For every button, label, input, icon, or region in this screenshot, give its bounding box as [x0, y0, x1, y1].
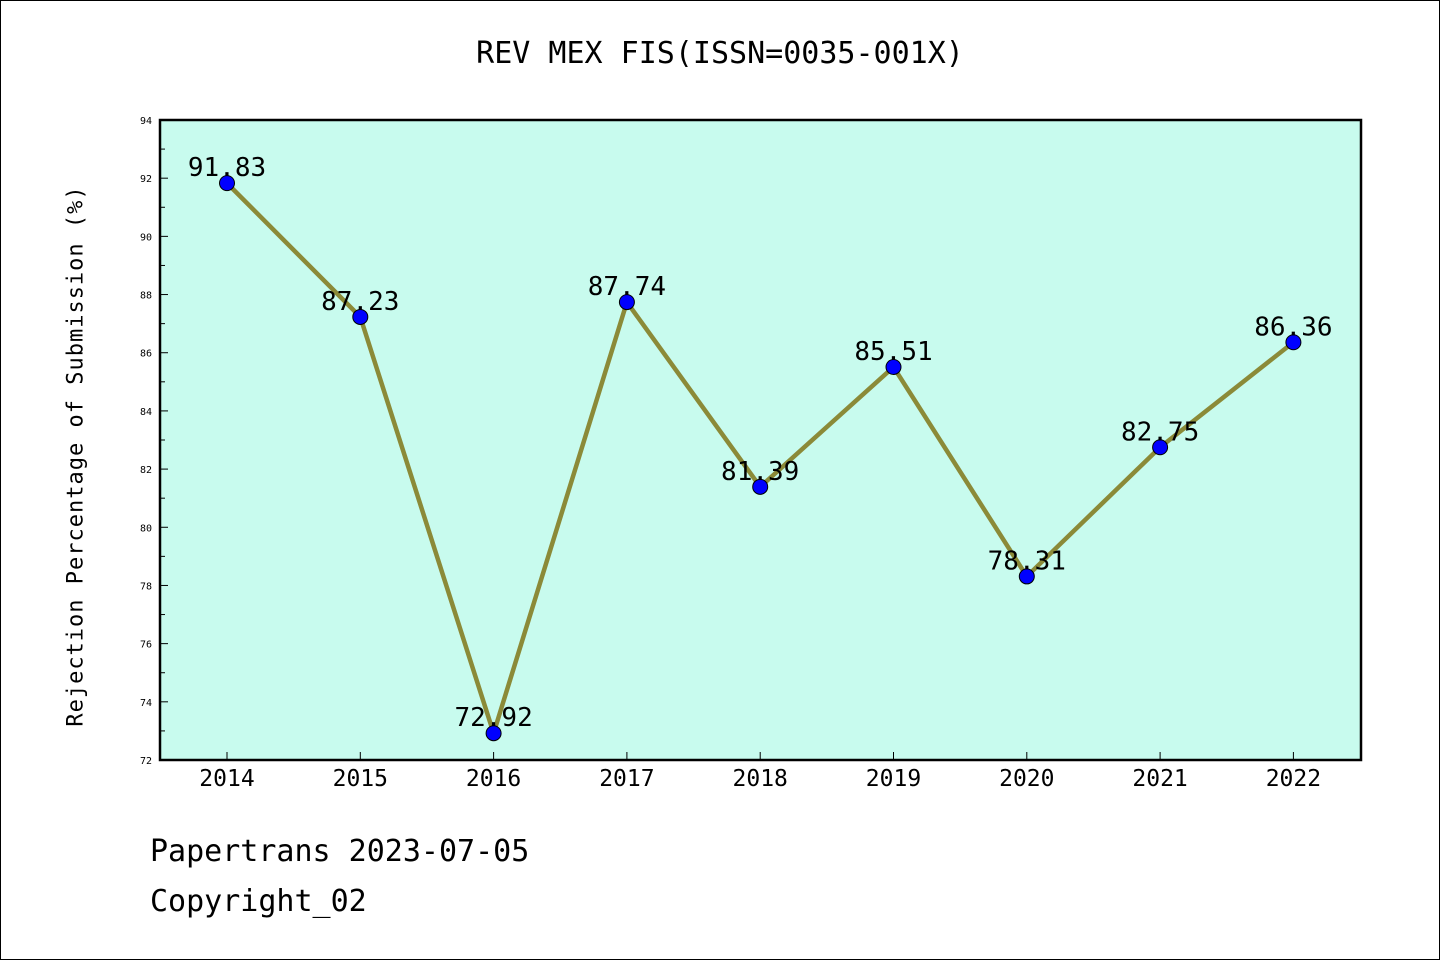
data-point — [618, 294, 635, 311]
chart-title: REV MEX FIS(ISSN=0035-001X) — [476, 36, 964, 71]
y-tick-label: 72 — [140, 756, 152, 767]
y-tick-label: 94 — [140, 116, 152, 127]
y-tick-label: 86 — [140, 349, 152, 360]
x-tick-label: 2020 — [999, 766, 1054, 792]
data-point — [1152, 439, 1169, 456]
footer-copyright: Copyright_02 — [150, 884, 367, 919]
data-point — [352, 308, 369, 325]
y-tick-label: 84 — [140, 407, 152, 418]
x-tick-label: 2016 — [466, 766, 521, 792]
data-point — [1285, 334, 1302, 351]
data-points — [219, 175, 1302, 742]
x-tick-label: 2022 — [1266, 766, 1321, 792]
x-tick-label: 2018 — [733, 766, 788, 792]
x-tick-label: 2015 — [333, 766, 388, 792]
x-tick-label: 2019 — [866, 766, 921, 792]
data-label: 78.31 — [988, 546, 1066, 576]
y-tick-label: 80 — [140, 523, 152, 534]
y-tick-label: 90 — [140, 232, 152, 243]
data-label: 82.75 — [1121, 417, 1199, 447]
data-labels: 91.83 87.23 72.92 87.74 81.39 85.51 78.31 82.75… — [188, 153, 1333, 733]
plot-border — [158, 118, 1363, 762]
data-point — [752, 478, 769, 495]
data-point — [219, 175, 235, 192]
x-tick-label: 2017 — [599, 766, 654, 792]
y-tick-label: 92 — [140, 174, 152, 185]
data-label: 87.74 — [588, 272, 666, 302]
y-tick-label: 76 — [140, 640, 152, 651]
data-point — [1018, 568, 1035, 585]
data-label: 87.23 — [321, 287, 399, 317]
x-tick-label: 2021 — [1132, 766, 1187, 792]
y-tick-label: 82 — [140, 465, 152, 476]
x-tick-label: 2014 — [199, 766, 254, 792]
y-tick-label: 88 — [140, 291, 152, 302]
x-axis-ticks: 2014 2015 2016 2017 2018 2019 2020 2021 2022 — [199, 752, 1321, 792]
data-label: 72.92 — [454, 703, 532, 733]
data-point — [485, 725, 502, 742]
data-label: 81.39 — [721, 457, 799, 487]
footer-date: Papertrans 2023-07-05 — [150, 834, 530, 869]
y-tick-label: 74 — [140, 698, 152, 709]
data-label: 86.36 — [1254, 312, 1332, 342]
data-label: 91.83 — [188, 153, 266, 183]
data-label: 85.51 — [854, 337, 932, 367]
y-tick-label: 78 — [140, 581, 152, 592]
data-point — [885, 358, 902, 375]
